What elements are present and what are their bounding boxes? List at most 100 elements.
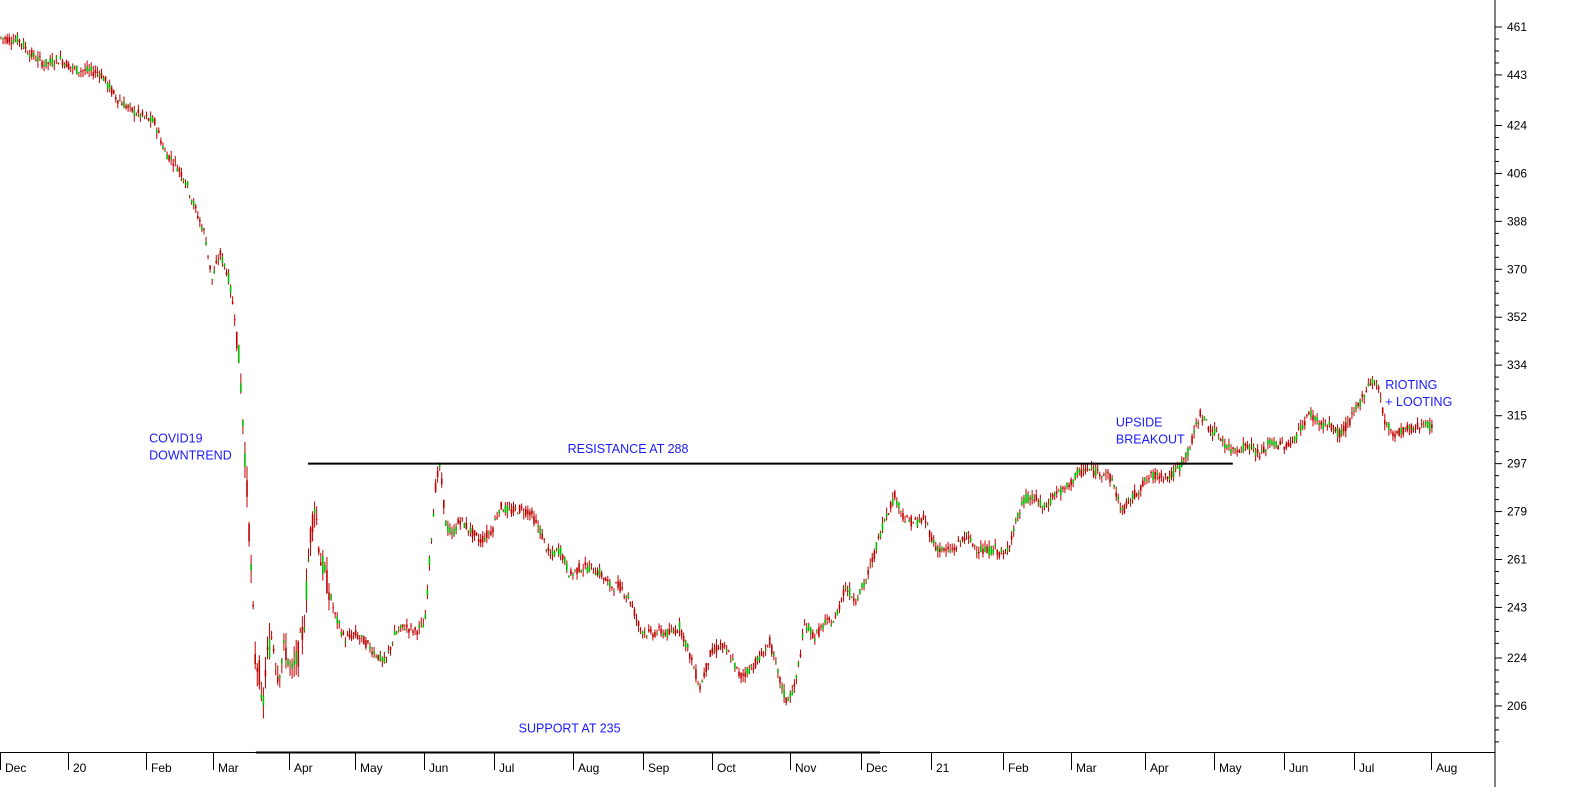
candle bbox=[1129, 498, 1132, 507]
candle bbox=[313, 501, 316, 528]
candle bbox=[1037, 498, 1040, 507]
candle bbox=[381, 656, 384, 668]
candle bbox=[98, 70, 101, 84]
candle bbox=[1301, 420, 1304, 431]
candle bbox=[1394, 430, 1396, 443]
candle bbox=[1316, 413, 1318, 425]
candle bbox=[976, 546, 978, 559]
candle bbox=[520, 503, 523, 511]
candle bbox=[734, 662, 736, 672]
candle bbox=[1080, 463, 1083, 478]
annotation-label: COVID19 DOWNTREND bbox=[149, 431, 232, 462]
candle bbox=[898, 501, 900, 515]
candle bbox=[584, 556, 587, 570]
candle bbox=[104, 76, 107, 84]
y-tick-label: 461 bbox=[1507, 20, 1527, 34]
candle bbox=[891, 492, 894, 507]
candle bbox=[719, 639, 722, 651]
candle bbox=[309, 526, 312, 556]
candle bbox=[588, 560, 591, 573]
candle bbox=[443, 499, 445, 515]
candle bbox=[385, 656, 388, 664]
candle bbox=[1002, 549, 1005, 560]
candle bbox=[238, 344, 240, 364]
candle bbox=[561, 553, 564, 564]
candle bbox=[467, 530, 470, 536]
candle bbox=[188, 194, 191, 199]
candle bbox=[580, 569, 582, 574]
candle bbox=[691, 654, 693, 666]
candle bbox=[1099, 471, 1101, 480]
candle bbox=[916, 516, 919, 529]
candle bbox=[885, 507, 888, 521]
candle bbox=[397, 626, 400, 633]
candle bbox=[447, 520, 449, 537]
candle bbox=[1162, 476, 1165, 484]
candle bbox=[797, 660, 800, 668]
candle bbox=[1014, 517, 1017, 524]
candle bbox=[1324, 419, 1327, 427]
candle bbox=[1234, 447, 1236, 455]
candle bbox=[738, 667, 740, 679]
candle bbox=[315, 506, 318, 526]
candle bbox=[725, 645, 728, 655]
x-tick-label: 20 bbox=[73, 761, 87, 775]
candle bbox=[1197, 419, 1199, 429]
candle bbox=[641, 630, 644, 639]
candle bbox=[908, 516, 910, 523]
candle bbox=[793, 679, 796, 693]
candle bbox=[1062, 485, 1064, 493]
candle bbox=[623, 593, 625, 600]
candle bbox=[279, 674, 281, 688]
candle bbox=[904, 515, 906, 523]
candle bbox=[625, 595, 628, 603]
candle bbox=[1035, 489, 1038, 502]
candle bbox=[1342, 421, 1345, 436]
x-tick-label: Apr bbox=[1150, 761, 1169, 775]
candle bbox=[1285, 441, 1288, 451]
candle bbox=[352, 632, 355, 640]
y-tick-label: 370 bbox=[1507, 262, 1527, 276]
candle bbox=[74, 65, 76, 71]
candle bbox=[490, 525, 492, 537]
candle bbox=[652, 632, 654, 641]
candle bbox=[22, 38, 25, 50]
candle bbox=[33, 49, 35, 60]
candle bbox=[1383, 413, 1386, 431]
candle bbox=[500, 501, 502, 511]
candle bbox=[674, 625, 677, 637]
candle bbox=[453, 524, 455, 538]
candle bbox=[139, 113, 142, 122]
candle bbox=[1076, 466, 1079, 479]
candle bbox=[791, 684, 794, 696]
y-tick-label: 279 bbox=[1507, 505, 1527, 519]
x-tick-label: Feb bbox=[1008, 761, 1029, 775]
candle bbox=[896, 497, 898, 509]
candle bbox=[1189, 445, 1191, 450]
candle bbox=[559, 545, 562, 561]
candle bbox=[272, 644, 275, 655]
candle bbox=[1150, 470, 1152, 478]
candle bbox=[1047, 498, 1050, 512]
candle bbox=[78, 71, 80, 78]
candle bbox=[1187, 446, 1189, 462]
candle bbox=[455, 523, 457, 535]
candle bbox=[434, 478, 437, 494]
candle bbox=[1369, 378, 1372, 386]
candle bbox=[1371, 376, 1374, 390]
candle bbox=[834, 612, 837, 619]
candle bbox=[240, 373, 242, 394]
candle bbox=[814, 633, 816, 645]
candle bbox=[969, 534, 972, 543]
candle bbox=[1244, 442, 1247, 452]
candle bbox=[1107, 469, 1109, 480]
candle bbox=[1049, 492, 1052, 506]
candle bbox=[566, 560, 568, 573]
candle bbox=[1429, 417, 1431, 435]
candle bbox=[563, 556, 566, 566]
candle bbox=[192, 198, 195, 210]
candle bbox=[789, 690, 792, 703]
candle bbox=[1375, 379, 1378, 390]
candle bbox=[457, 516, 459, 525]
candle bbox=[617, 575, 619, 591]
